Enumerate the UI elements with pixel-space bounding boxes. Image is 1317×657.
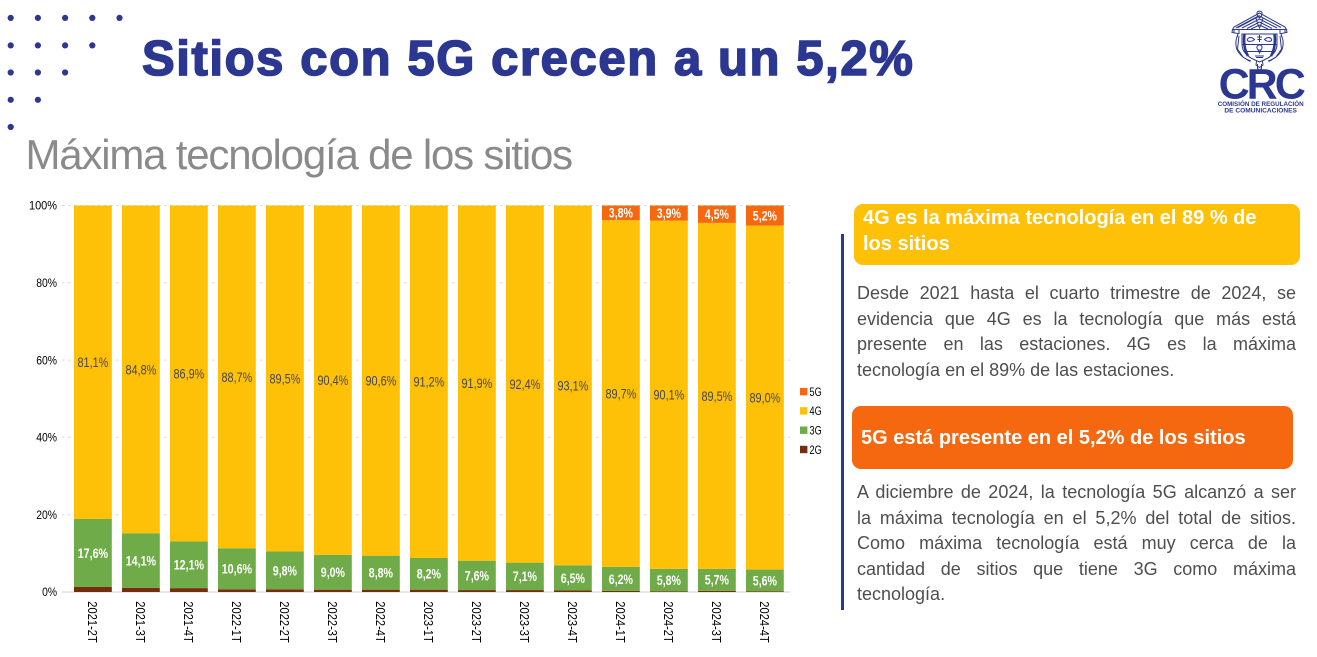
svg-text:84,8%: 84,8% [126,362,157,377]
svg-text:90,6%: 90,6% [366,374,397,389]
svg-text:2023-2T: 2023-2T [469,601,484,643]
svg-text:89,7%: 89,7% [606,386,637,401]
svg-text:6,5%: 6,5% [561,570,586,586]
svg-text:2022-2T: 2022-2T [277,601,292,643]
svg-text:CRC: CRC [1219,61,1305,109]
svg-text:2021-2T: 2021-2T [85,601,100,643]
svg-text:92,4%: 92,4% [510,377,541,392]
svg-text:93,1%: 93,1% [558,378,589,393]
svg-text:2022-1T: 2022-1T [229,601,244,643]
svg-text:5G: 5G [810,385,822,399]
svg-text:88,7%: 88,7% [222,370,253,385]
svg-text:5,8%: 5,8% [657,572,682,588]
svg-text:60%: 60% [36,353,57,367]
svg-text:91,2%: 91,2% [414,375,445,390]
svg-text:10,6%: 10,6% [222,561,253,577]
svg-text:2024-4T: 2024-4T [757,601,772,643]
svg-text:COMISIÓN DE REGULACIÓN: COMISIÓN DE REGULACIÓN [1218,99,1304,108]
svg-text:7,6%: 7,6% [465,567,490,583]
svg-text:90,4%: 90,4% [318,373,349,388]
svg-text:2024-1T: 2024-1T [613,601,628,643]
svg-text:89,0%: 89,0% [750,391,781,406]
svg-text:5,2%: 5,2% [753,207,778,223]
svg-text:2023-4T: 2023-4T [565,601,580,643]
svg-text:2G: 2G [810,443,822,457]
svg-text:100%: 100% [29,199,57,213]
svg-text:80%: 80% [36,276,57,290]
svg-text:9,0%: 9,0% [321,564,346,580]
svg-text:2023-3T: 2023-3T [517,601,532,643]
svg-text:40%: 40% [36,431,57,445]
svg-text:2022-4T: 2022-4T [373,601,388,643]
svg-text:3G: 3G [810,424,822,438]
svg-text:91,9%: 91,9% [462,376,493,391]
svg-text:81,1%: 81,1% [78,355,109,370]
svg-text:7,1%: 7,1% [513,568,538,584]
svg-text:3,8%: 3,8% [609,205,634,221]
svg-text:2024-2T: 2024-2T [661,601,676,643]
svg-text:6,2%: 6,2% [609,571,634,587]
svg-text:0%: 0% [42,585,57,599]
svg-text:9,8%: 9,8% [273,562,298,578]
svg-text:4,5%: 4,5% [705,206,730,222]
svg-text:86,9%: 86,9% [174,366,205,381]
svg-text:12,1%: 12,1% [174,557,205,573]
svg-text:8,8%: 8,8% [369,565,394,581]
svg-text:DE COMUNICACIONES: DE COMUNICACIONES [1224,107,1297,114]
svg-text:2022-3T: 2022-3T [325,601,340,643]
svg-text:17,6%: 17,6% [78,545,109,561]
svg-text:89,5%: 89,5% [702,389,733,404]
svg-text:5,6%: 5,6% [753,572,778,588]
svg-text:2023-1T: 2023-1T [421,601,436,643]
svg-text:2021-4T: 2021-4T [181,601,196,643]
svg-text:89,5%: 89,5% [270,371,301,386]
svg-text:8,2%: 8,2% [417,566,442,582]
svg-text:3,9%: 3,9% [657,205,682,221]
svg-text:5,7%: 5,7% [705,572,730,588]
svg-text:2024-3T: 2024-3T [709,601,724,643]
svg-text:2021-3T: 2021-3T [133,601,148,643]
svg-text:90,1%: 90,1% [654,388,685,403]
svg-text:14,1%: 14,1% [126,552,157,568]
svg-text:20%: 20% [36,508,57,522]
svg-text:4G: 4G [810,404,822,418]
